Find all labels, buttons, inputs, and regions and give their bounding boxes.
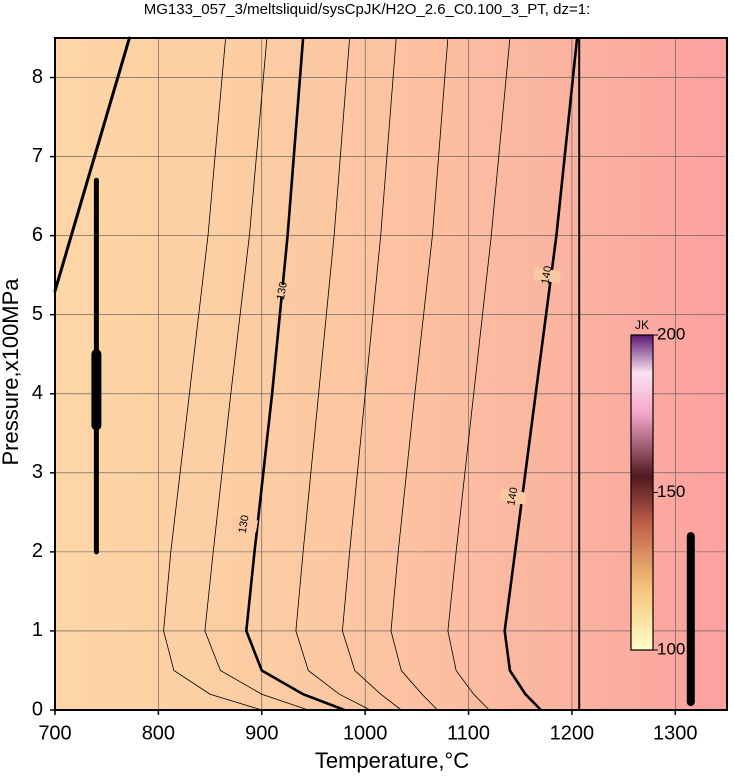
contour-line (447, 37, 511, 711)
y-tick-label: 0 (32, 698, 43, 720)
contour-line (244, 37, 345, 712)
contour-label-bg (268, 282, 297, 300)
colorbar-label: JK (635, 318, 649, 332)
contour-label-bg (230, 516, 259, 533)
x-tick-label: 800 (142, 722, 175, 744)
boundary-line (53, 36, 131, 293)
contour-line (503, 37, 579, 711)
x-tick-label: 1000 (343, 722, 388, 744)
plot-background (55, 38, 727, 710)
contour-label-bg (499, 488, 527, 505)
contour-line (295, 37, 371, 711)
contour-line (163, 37, 262, 711)
y-tick-label: 8 (32, 66, 43, 88)
contour-line (204, 37, 309, 711)
y-tick-label: 2 (32, 540, 43, 562)
y-tick-label: 7 (32, 145, 43, 167)
y-tick-label: 6 (32, 224, 43, 246)
contour-line (341, 37, 402, 711)
y-tick-label: 3 (32, 461, 43, 483)
contour-line (390, 37, 449, 711)
contour-label: 130 (237, 514, 252, 534)
contour-label: 140 (505, 486, 520, 506)
contour-label: 140 (540, 265, 555, 285)
chart-title: MG133_057_3/meltsliquid/sysCpJK/H2O_2.6_… (144, 1, 591, 18)
plot-frame (54, 37, 728, 711)
x-tick-label: 900 (245, 722, 278, 744)
colorbar-tick-label: 150 (657, 482, 685, 501)
y-axis-label: Pressure,x100MPa (0, 278, 23, 466)
x-tick-label: 1100 (447, 722, 490, 744)
contour-label: 130 (275, 281, 290, 301)
colorbar-tick-label: 200 (657, 324, 685, 343)
x-tick-label: 700 (38, 722, 71, 744)
x-tick-label: 1300 (653, 722, 698, 744)
y-tick-label: 1 (32, 619, 43, 641)
x-tick-label: 1200 (550, 722, 595, 744)
y-tick-label: 5 (32, 303, 43, 325)
colorbar-tick-label: 100 (657, 639, 685, 658)
colorbar (630, 334, 654, 651)
contour-label-bg (533, 267, 561, 284)
x-axis-label: Temperature,°C (315, 748, 469, 773)
y-tick-label: 4 (32, 382, 43, 404)
